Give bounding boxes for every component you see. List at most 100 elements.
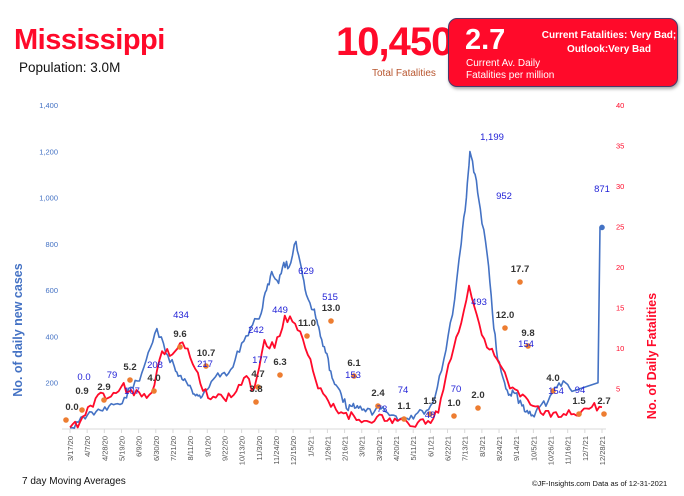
x-tick-label: 12/7/21	[581, 436, 590, 461]
x-tick-label: 10/13/20	[238, 436, 247, 465]
footer-copyright: ©JF-Insights.com Data as of 12-31-2021	[532, 479, 668, 488]
fatality-marker	[63, 417, 69, 423]
fatality-marker	[550, 388, 556, 394]
fatality-marker	[127, 377, 133, 383]
x-tick-label: 5/11/21	[409, 436, 418, 460]
case-data-label: 153	[345, 370, 361, 381]
x-tick-label: 3/9/21	[358, 436, 367, 457]
x-axis-ticks: 3/17/20 4/7/20 4/28/20 5/19/20 6/9/20 6/30/20…	[66, 429, 607, 465]
fatality-marker	[79, 407, 85, 413]
y-axis-title: No. of daily new cases	[11, 263, 25, 396]
case-data-label: 208	[147, 360, 163, 371]
current-fatalities-label: Current Av. Daily Fatalities per million	[466, 58, 576, 82]
x-tick-label: 6/30/20	[152, 436, 161, 461]
fatalities-series	[69, 284, 603, 429]
footer-moving-averages: 7 day Moving Averages	[22, 476, 126, 487]
x-tick-label: 3/30/21	[375, 436, 384, 461]
case-data-label: 0.0	[77, 372, 90, 383]
fatality-data-label: 11.0	[298, 318, 316, 329]
fatality-data-label: 9.6	[173, 329, 186, 340]
case-data-label: 94	[575, 385, 586, 396]
case-data-label: 871	[594, 184, 610, 195]
x-tick-label: 8/3/21	[478, 436, 487, 457]
y-tick-label: 1,200	[39, 147, 58, 156]
x-tick-label: 6/1/21	[426, 436, 435, 457]
case-data-label: 73	[377, 404, 388, 415]
x-tick-label: 10/5/21	[529, 436, 538, 461]
x-tick-label: 1/26/21	[323, 436, 332, 461]
fatality-marker	[351, 373, 357, 379]
fatality-data-label: 1.0	[447, 398, 460, 409]
y2-tick-label: 20	[616, 263, 624, 272]
fatality-data-label: 5.2	[123, 362, 136, 373]
x-tick-label: 8/24/21	[495, 436, 504, 461]
fatality-data-label: 13.0	[322, 303, 341, 314]
fatality-marker	[517, 279, 523, 285]
case-data-label: 952	[496, 191, 512, 202]
fatality-data-label: 12.0	[496, 310, 515, 321]
case-data-label: 217	[197, 359, 213, 370]
x-tick-label: 10/26/21	[547, 436, 556, 465]
case-data-label: 154	[518, 339, 534, 350]
x-tick-label: 7/21/20	[169, 436, 178, 461]
fatality-marker	[576, 411, 582, 417]
x-tick-label: 12/28/21	[598, 436, 607, 465]
fatality-marker	[203, 363, 209, 369]
x-tick-label: 4/20/21	[392, 436, 401, 461]
fatality-marker	[451, 413, 457, 419]
fatality-data-label: 2.7	[597, 396, 610, 407]
total-fatalities-value: 10,450	[336, 20, 453, 64]
case-data-label: 629	[298, 266, 314, 277]
y-tick-label: 200	[45, 379, 58, 388]
fatality-marker	[525, 343, 531, 349]
fatality-marker	[277, 372, 283, 378]
cases-series	[69, 150, 601, 429]
x-tick-label: 4/7/20	[83, 436, 92, 457]
x-tick-label: 6/9/20	[135, 436, 144, 457]
x-tick-label: 11/16/21	[564, 436, 573, 465]
case-data-label: 515	[322, 292, 338, 303]
y-axis-ticks: 1,400 1,200 1,000 800 600 400 200	[39, 101, 58, 388]
fatality-data-label: 4.7	[251, 369, 264, 380]
case-data-label: 79	[107, 370, 118, 381]
y2-tick-label: 5	[616, 385, 620, 394]
current-label-line1: Current Av. Daily	[466, 58, 541, 69]
state-title: Mississippi	[14, 24, 165, 56]
y-tick-label: 1,400	[39, 101, 58, 110]
fatality-data-label: 6.1	[347, 358, 361, 369]
x-tick-label: 9/22/20	[220, 436, 229, 461]
fatality-marker	[502, 325, 508, 331]
fatality-marker	[475, 405, 481, 411]
fatality-data-label: 9.8	[521, 328, 534, 339]
case-data-label: 74	[398, 385, 409, 396]
fatality-data-label: 1.1	[397, 401, 411, 412]
y2-axis-title: No. of Daily Fatalities	[645, 293, 659, 419]
fatality-marker	[375, 403, 381, 409]
fatality-data-label: 0.0	[65, 402, 78, 413]
x-tick-label: 8/11/20	[186, 436, 195, 460]
y2-tick-label: 40	[616, 101, 624, 110]
case-data-label: 70	[451, 384, 462, 395]
fatality-data-label: 2.4	[371, 388, 385, 399]
x-tick-label: 9/14/21	[512, 436, 521, 461]
y-tick-label: 400	[45, 332, 58, 341]
fatality-marker	[304, 333, 310, 339]
fatality-data-label: 4.0	[546, 373, 559, 384]
x-tick-label: 1/5/21	[306, 436, 315, 457]
data-markers	[63, 224, 607, 423]
fatality-data-label: 1.5	[572, 396, 586, 407]
x-tick-label: 12/15/20	[289, 436, 298, 465]
fatality-marker	[177, 344, 183, 350]
case-data-label: 493	[471, 297, 487, 308]
y-tick-label: 800	[45, 240, 58, 249]
x-tick-label: 11/3/20	[255, 436, 264, 460]
x-tick-label: 9/1/20	[203, 436, 212, 457]
case-data-label: 434	[173, 310, 189, 321]
fatality-data-label: 4.0	[147, 373, 160, 384]
current-fatalities-value: 2.7	[465, 24, 506, 56]
fatality-marker	[401, 416, 407, 422]
fatality-data-label: 17.7	[511, 264, 530, 275]
fatality-data-label: 3.8	[249, 384, 262, 395]
fatality-marker	[255, 384, 261, 390]
fatality-data-label: 2.0	[471, 390, 484, 401]
